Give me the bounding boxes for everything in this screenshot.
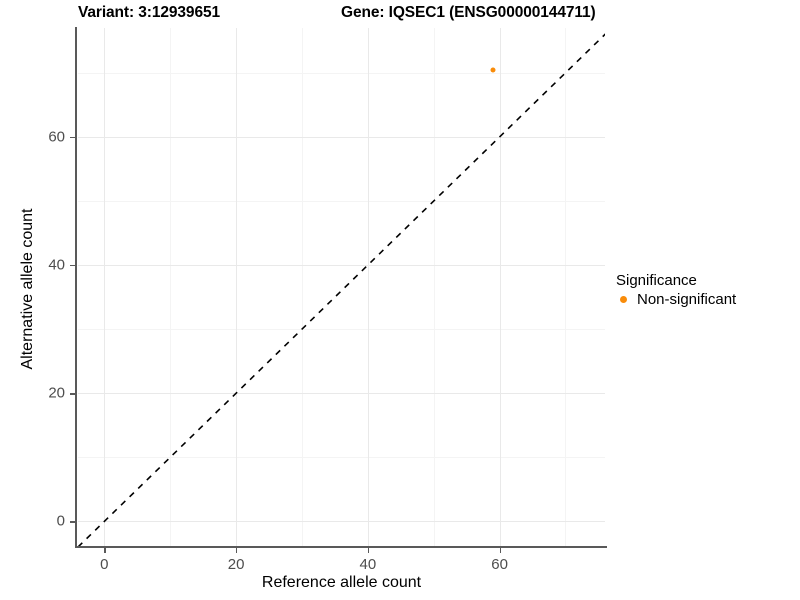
diagonal-dashed-line [78, 33, 605, 547]
legend-item[interactable]: Non-significant [616, 291, 796, 308]
gridline-minor-vertical [433, 28, 435, 547]
x-axis-tick-label: 20 [227, 556, 245, 573]
x-axis-tick-label: 0 [100, 556, 109, 573]
y-axis-tick-label: 60 [48, 128, 65, 146]
y-axis-tick-label: 0 [56, 512, 65, 530]
y-axis-tick [70, 393, 75, 395]
x-axis-line [75, 546, 607, 549]
variant-title: Variant: 3:12939651 [78, 4, 221, 21]
gridline-major-horizontal [78, 265, 605, 267]
x-axis-title: Reference allele count [261, 574, 422, 591]
gridline-minor-vertical [170, 28, 172, 547]
gridline-minor-vertical [565, 28, 567, 547]
gridline-major-horizontal [78, 521, 605, 523]
gridline-major-vertical [236, 28, 238, 547]
y-axis-tick [70, 521, 75, 523]
gridline-major-vertical [104, 28, 106, 547]
x-axis-tick-label: 40 [359, 556, 377, 573]
y-axis-tick-label: 40 [48, 256, 65, 274]
gridline-major-vertical [367, 28, 369, 547]
plot-panel [78, 28, 605, 547]
legend-items: Non-significant [616, 291, 796, 308]
y-axis-line [75, 27, 78, 548]
y-axis-title: Alternative allele count [19, 208, 36, 370]
gridline-minor-horizontal [78, 201, 605, 202]
x-axis-tick [499, 548, 501, 553]
gridline-minor-horizontal [78, 72, 605, 74]
gridline-minor-vertical [301, 28, 303, 547]
gene-title: Gene: IQSEC1 (ENSG00000144711) [341, 4, 596, 21]
gridline-major-horizontal [78, 136, 605, 139]
data-point[interactable] [490, 67, 496, 73]
gridline-major-vertical [499, 28, 501, 547]
y-axis-tick-label: 20 [48, 384, 65, 402]
x-axis-tick [104, 548, 106, 553]
x-axis-tick-label: 60 [491, 556, 508, 573]
gridline-major-horizontal [78, 393, 605, 395]
gridline-minor-horizontal [78, 329, 605, 331]
identity-reference-line [78, 33, 605, 547]
x-axis-tick [367, 548, 370, 553]
legend-title: Significance [616, 272, 697, 289]
legend-point-icon [616, 292, 631, 307]
legend-item-label: Non-significant [637, 291, 737, 308]
y-axis-tick [70, 136, 75, 139]
y-axis-tick [70, 265, 75, 267]
plot-title-row: Variant: 3:12939651 Gene: IQSEC1 (ENSG00… [0, 2, 800, 26]
legend: Significance Non-significant [616, 272, 796, 308]
gridline-minor-horizontal [78, 457, 605, 459]
x-axis-tick [236, 548, 238, 553]
